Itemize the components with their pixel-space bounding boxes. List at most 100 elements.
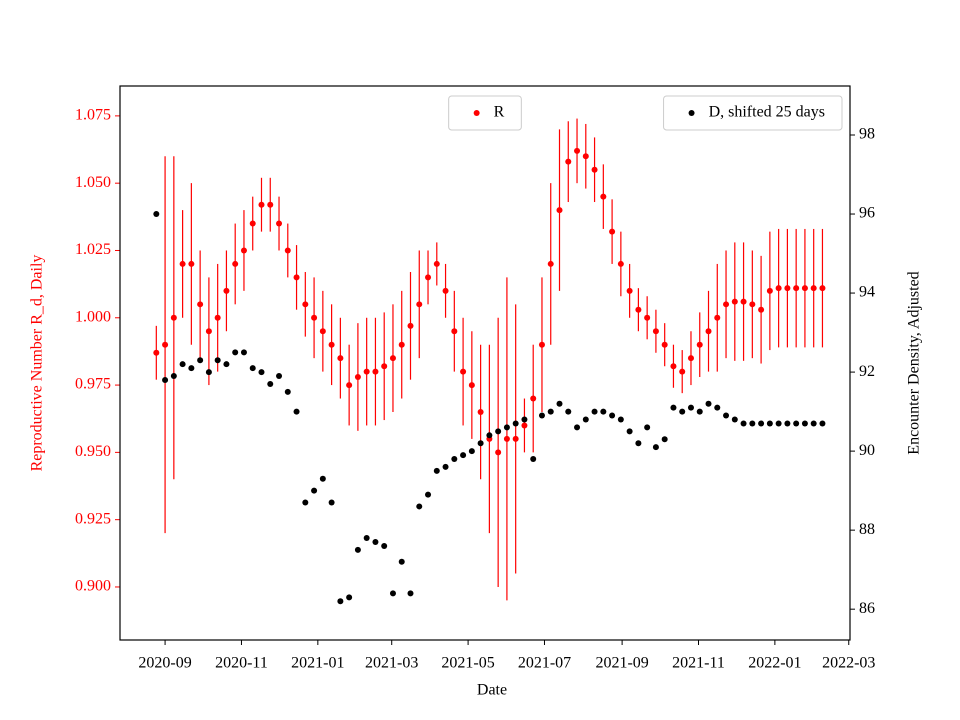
plot-frame xyxy=(119,85,851,641)
point xyxy=(538,412,545,419)
y-tick-label: 0.900 xyxy=(75,578,111,595)
point xyxy=(731,298,738,305)
point xyxy=(319,475,326,482)
point xyxy=(635,440,642,447)
point xyxy=(416,503,423,510)
point xyxy=(240,349,247,356)
point xyxy=(205,369,212,376)
point xyxy=(442,463,449,470)
x-tick-label: 2021-05 xyxy=(441,655,494,672)
y-tick-label: 0.975 xyxy=(75,376,111,393)
point xyxy=(574,424,581,431)
point xyxy=(644,314,651,321)
point xyxy=(372,368,379,375)
point xyxy=(346,382,353,389)
point xyxy=(793,285,800,292)
point xyxy=(626,287,633,294)
point xyxy=(547,260,554,267)
point xyxy=(810,420,817,427)
point xyxy=(284,388,291,395)
point xyxy=(723,412,730,419)
point xyxy=(775,420,782,427)
point xyxy=(170,373,177,380)
point xyxy=(503,435,510,442)
point xyxy=(652,444,659,451)
point xyxy=(433,467,440,474)
point xyxy=(179,260,186,267)
point xyxy=(609,228,616,235)
x-tick-label: 2021-01 xyxy=(291,655,344,672)
point xyxy=(389,355,396,362)
y-tick-label: 0.925 xyxy=(75,510,111,527)
point xyxy=(258,201,265,208)
point xyxy=(170,314,177,321)
point xyxy=(565,158,572,165)
point xyxy=(530,456,537,463)
y-tick-label: 1.000 xyxy=(75,308,111,325)
point xyxy=(687,355,694,362)
y-tick-label: 1.075 xyxy=(75,107,111,124)
point xyxy=(162,341,169,348)
legend-box xyxy=(448,95,522,131)
point xyxy=(240,247,247,254)
point xyxy=(714,314,721,321)
point xyxy=(670,404,677,411)
point xyxy=(731,416,738,423)
legend-marker xyxy=(473,110,480,116)
point xyxy=(284,247,291,254)
point xyxy=(512,435,519,442)
point xyxy=(468,448,475,455)
point xyxy=(460,368,467,375)
point xyxy=(670,363,677,370)
point xyxy=(512,420,519,427)
point xyxy=(293,408,300,415)
point xyxy=(258,369,265,376)
point xyxy=(609,412,616,419)
point xyxy=(188,260,195,267)
point xyxy=(687,404,694,411)
point xyxy=(705,400,712,407)
x-tick-label: 2020-09 xyxy=(138,655,191,672)
point xyxy=(337,355,344,362)
point xyxy=(337,598,344,605)
point xyxy=(425,274,432,281)
x-tick-label: 2022-03 xyxy=(822,655,875,672)
legend-box xyxy=(663,95,843,131)
point xyxy=(302,499,309,506)
y-tick-label: 1.050 xyxy=(75,174,111,191)
point xyxy=(293,274,300,281)
point xyxy=(530,395,537,402)
point xyxy=(188,365,195,372)
legend-label: R xyxy=(494,104,505,121)
x-tick-label: 2021-07 xyxy=(518,655,571,672)
point xyxy=(696,408,703,415)
point xyxy=(495,449,502,456)
point xyxy=(503,424,510,431)
point xyxy=(600,193,607,200)
point xyxy=(276,220,283,227)
point xyxy=(679,368,686,375)
point xyxy=(766,420,773,427)
point xyxy=(249,220,256,227)
y-tick-label: 1.025 xyxy=(75,241,111,258)
point xyxy=(749,420,756,427)
point xyxy=(766,287,773,294)
point xyxy=(758,420,765,427)
point xyxy=(249,365,256,372)
point xyxy=(451,456,458,463)
point xyxy=(679,408,686,415)
point xyxy=(477,408,484,415)
point xyxy=(723,301,730,308)
point xyxy=(153,211,160,218)
point xyxy=(565,408,572,415)
y2-tick-label: 90 xyxy=(859,442,875,459)
point xyxy=(214,357,221,364)
x-tick-label: 2021-11 xyxy=(672,655,725,672)
y2-tick-label: 88 xyxy=(859,521,875,538)
point xyxy=(749,301,756,308)
point xyxy=(319,328,326,335)
point xyxy=(547,408,554,415)
point xyxy=(775,285,782,292)
point xyxy=(223,361,230,368)
y2-tick-label: 98 xyxy=(859,126,875,143)
